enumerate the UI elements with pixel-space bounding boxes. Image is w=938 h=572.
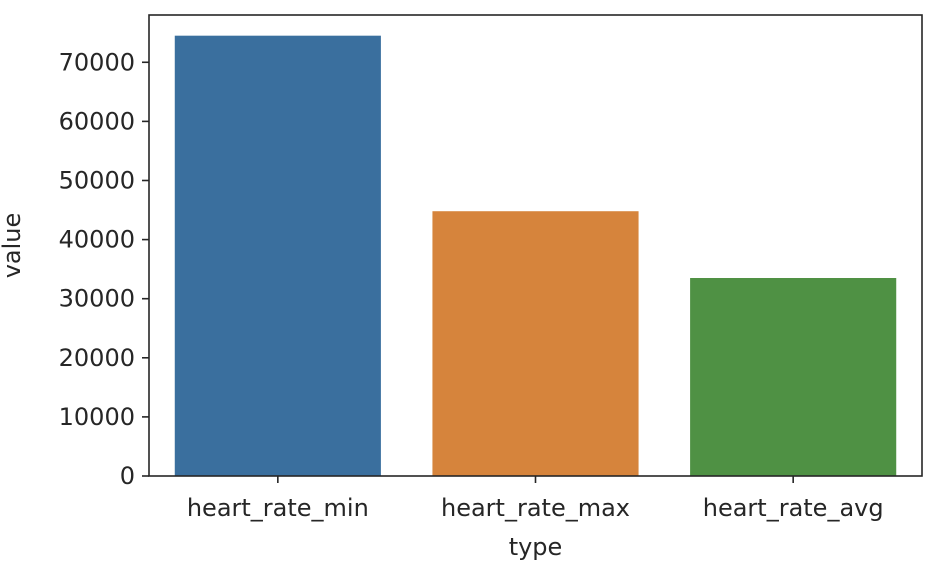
- x-axis: heart_rate_min heart_rate_max heart_rate_a…: [187, 476, 884, 522]
- y-tick-label: 10000: [59, 403, 135, 431]
- y-tick-label: 70000: [59, 48, 135, 76]
- y-tick-label: 50000: [59, 166, 135, 194]
- x-axis-label: type: [509, 533, 563, 561]
- x-tick-label: heart_rate_min: [187, 494, 369, 522]
- bar-heart-rate-max: [432, 211, 639, 476]
- bar-heart-rate-avg: [690, 278, 897, 476]
- y-tick-label: 0: [120, 462, 135, 490]
- bar-heart-rate-min: [174, 35, 381, 476]
- x-tick-label: heart_rate_avg: [703, 494, 884, 522]
- y-axis-label: value: [0, 213, 26, 279]
- x-tick-label: heart_rate_max: [441, 494, 630, 522]
- y-tick-label: 20000: [59, 344, 135, 372]
- y-axis: 0 10000 20000 30000 40000 50000 60000 70000: [59, 48, 149, 490]
- y-tick-label: 40000: [59, 226, 135, 254]
- y-tick-label: 60000: [59, 107, 135, 135]
- y-tick-label: 30000: [59, 285, 135, 313]
- bars-layer: [174, 35, 897, 476]
